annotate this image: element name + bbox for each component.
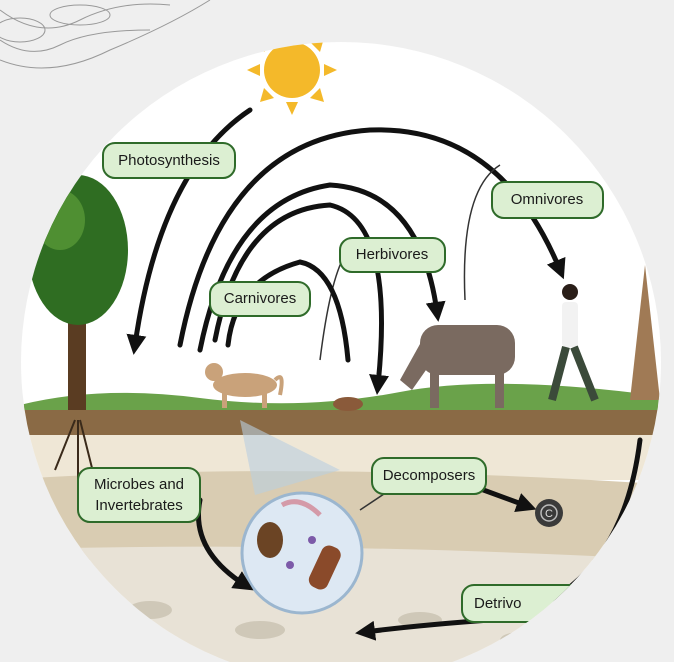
- corner-sketch: [0, 0, 210, 68]
- label-carnivores: Carnivores: [210, 282, 310, 316]
- label-text: Decomposers: [383, 467, 476, 484]
- label-text: Omnivores: [511, 191, 584, 208]
- fungus: [308, 536, 316, 544]
- ecosystem-diagram: Photosynthesis Omnivores Herbivores Carn…: [0, 0, 674, 662]
- label-decomposers: Decomposers: [372, 458, 486, 494]
- label-detrivores: Detrivo: [462, 585, 602, 622]
- label-text: Invertebrates: [95, 497, 183, 514]
- label-text: Photosynthesis: [118, 152, 220, 169]
- beetle: [257, 522, 283, 558]
- label-text: Carnivores: [224, 290, 297, 307]
- label-text: Microbes and: [94, 476, 184, 493]
- label-microbes: Microbes and Invertebrates: [78, 468, 200, 522]
- label-herbivores: Herbivores: [340, 238, 445, 272]
- carbon-icon: C: [535, 499, 563, 527]
- carbon-text: C: [545, 508, 553, 520]
- rodent: [333, 397, 363, 411]
- microbes-inset: [242, 493, 362, 613]
- fungus: [286, 561, 294, 569]
- label-photosynthesis: Photosynthesis: [103, 143, 235, 178]
- label-text: Herbivores: [356, 246, 429, 263]
- label-omnivores: Omnivores: [492, 182, 603, 218]
- label-text: Detrivo: [474, 595, 522, 612]
